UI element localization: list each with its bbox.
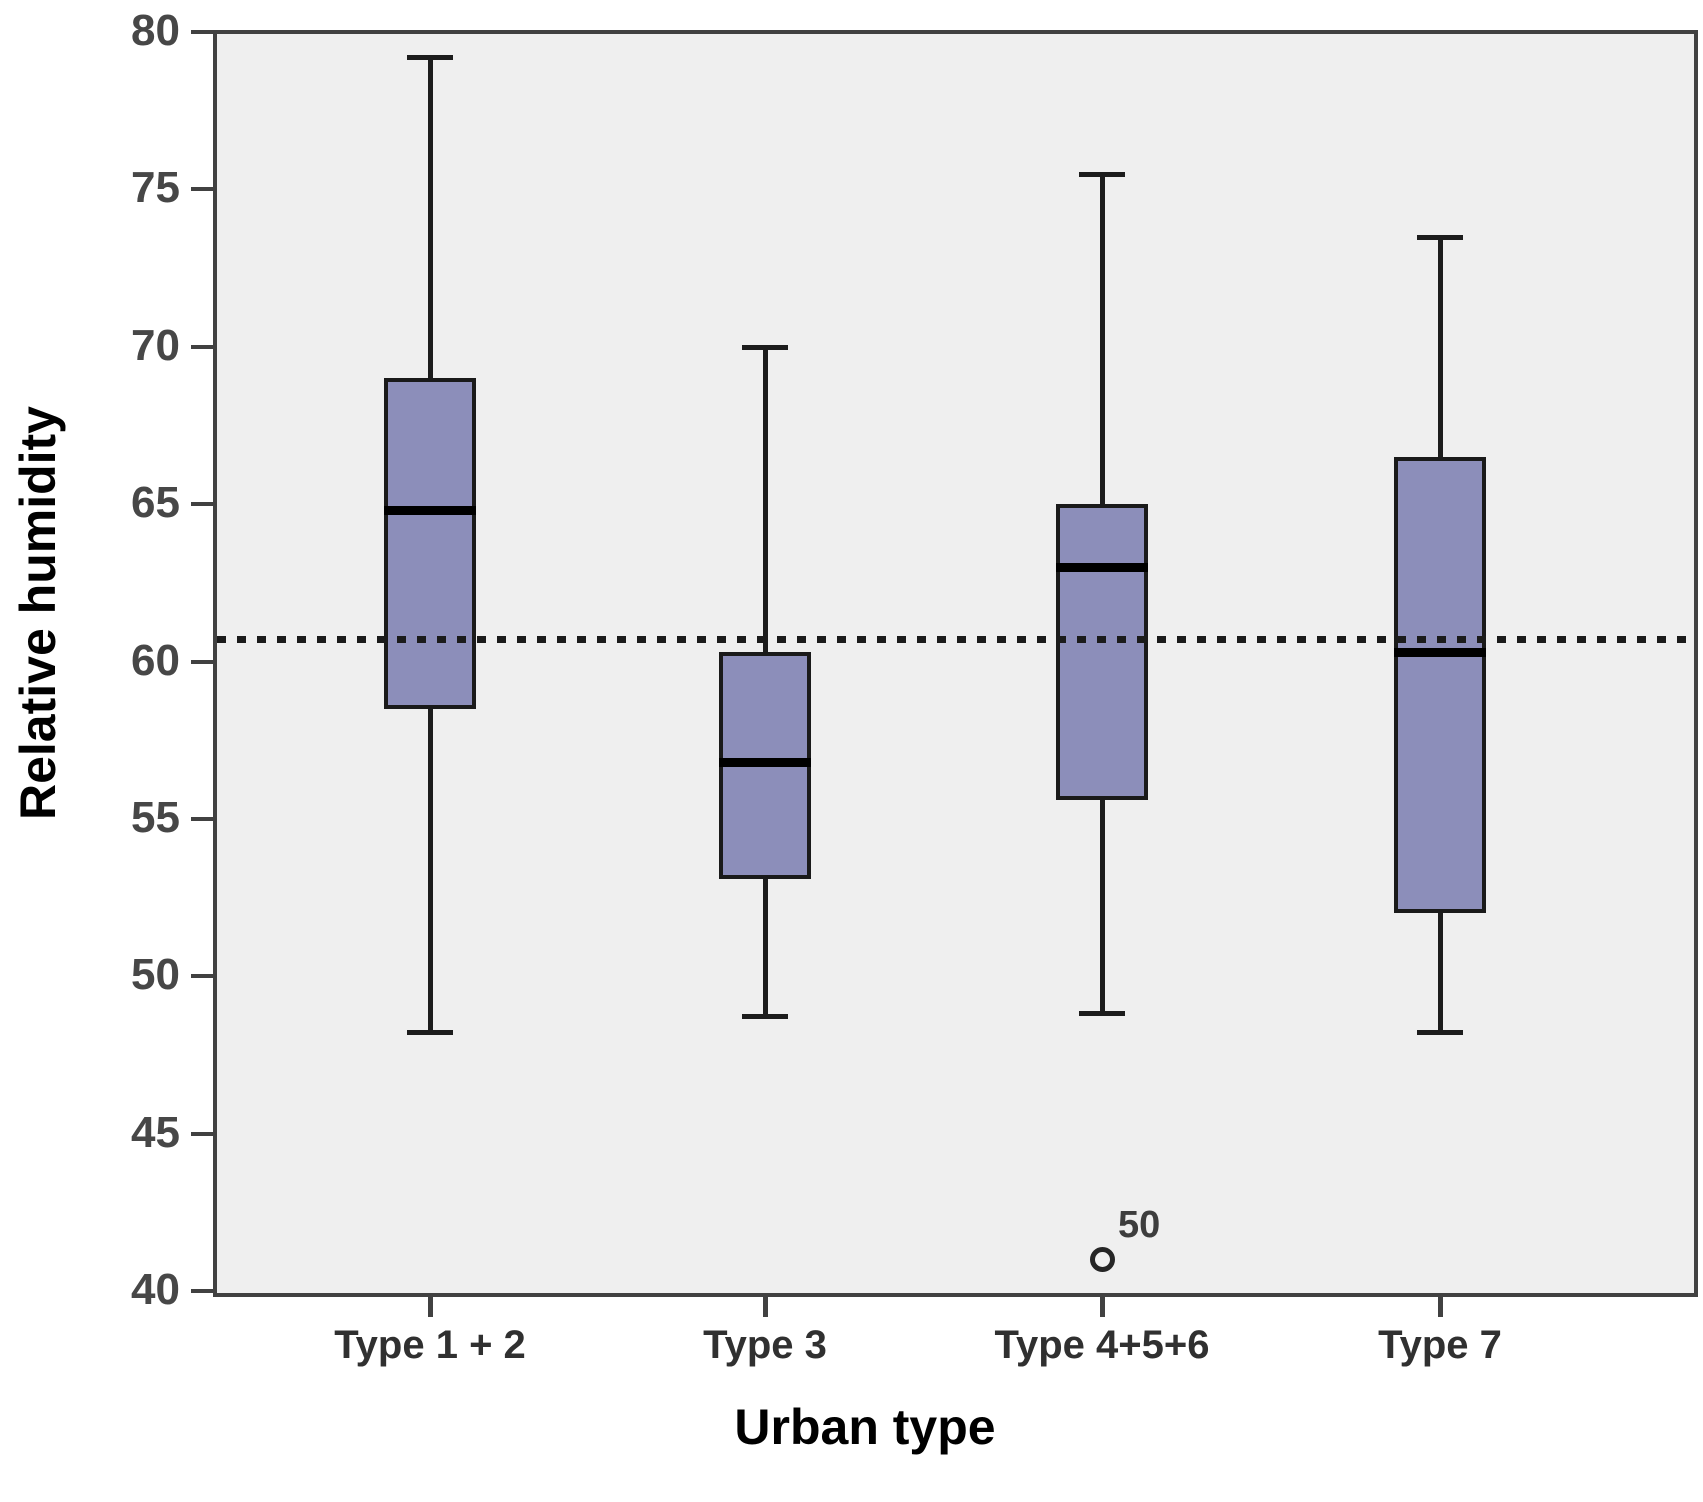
whisker-cap	[1417, 234, 1463, 240]
whisker-cap	[1417, 1029, 1463, 1035]
y-tick-mark	[191, 1289, 215, 1293]
x-category-label: Type 7	[1378, 1323, 1502, 1367]
median-line	[1394, 647, 1486, 657]
whisker-cap	[407, 55, 453, 61]
y-tick-label: 70	[131, 320, 180, 370]
x-axis-title: Urban type	[734, 1399, 996, 1455]
outlier-label: 50	[1118, 1203, 1161, 1246]
y-tick-mark	[191, 30, 215, 34]
x-tick-mark	[1438, 1293, 1443, 1317]
y-tick-mark	[191, 502, 215, 507]
y-tick-label: 60	[131, 635, 180, 685]
x-category-label: Type 3	[703, 1323, 827, 1367]
outlier-point	[1089, 1247, 1115, 1273]
median-line	[384, 505, 476, 515]
y-tick-label: 45	[131, 1107, 180, 1157]
y-tick-mark	[191, 1131, 215, 1136]
whisker-line	[1099, 799, 1105, 1014]
whisker-line	[1437, 913, 1443, 1033]
y-tick-label: 80	[131, 6, 180, 55]
x-tick-mark	[1100, 1293, 1105, 1317]
whisker-line	[1437, 236, 1443, 457]
x-tick-mark	[428, 1293, 433, 1317]
whisker-line	[762, 878, 768, 1018]
whisker-cap	[742, 344, 788, 350]
whisker-line	[1099, 173, 1105, 505]
median-line	[1056, 562, 1148, 572]
box	[1056, 504, 1148, 800]
x-tick-mark	[763, 1293, 768, 1317]
median-line	[719, 757, 811, 767]
whisker-line	[427, 57, 433, 379]
y-tick-mark	[191, 974, 215, 979]
whisker-cap	[1079, 1011, 1125, 1017]
reference-line	[217, 635, 1690, 643]
y-tick-label: 75	[131, 163, 180, 213]
box	[1394, 456, 1486, 914]
box	[384, 378, 476, 709]
y-tick-label: 65	[131, 478, 180, 528]
x-category-label: Type 4+5+6	[994, 1323, 1210, 1367]
whisker-line	[427, 708, 433, 1033]
y-tick-mark	[191, 187, 215, 192]
y-tick-mark	[191, 344, 215, 349]
whisker-cap	[1079, 171, 1125, 177]
y-tick-mark	[191, 659, 215, 664]
y-tick-label: 40	[131, 1265, 180, 1314]
x-category-label: Type 1 + 2	[334, 1323, 526, 1367]
y-tick-mark	[191, 816, 215, 821]
whisker-cap	[742, 1014, 788, 1020]
y-tick-label: 50	[131, 950, 180, 1000]
y-tick-label: 55	[131, 792, 180, 842]
whisker-cap	[407, 1029, 453, 1035]
whisker-line	[762, 346, 768, 653]
